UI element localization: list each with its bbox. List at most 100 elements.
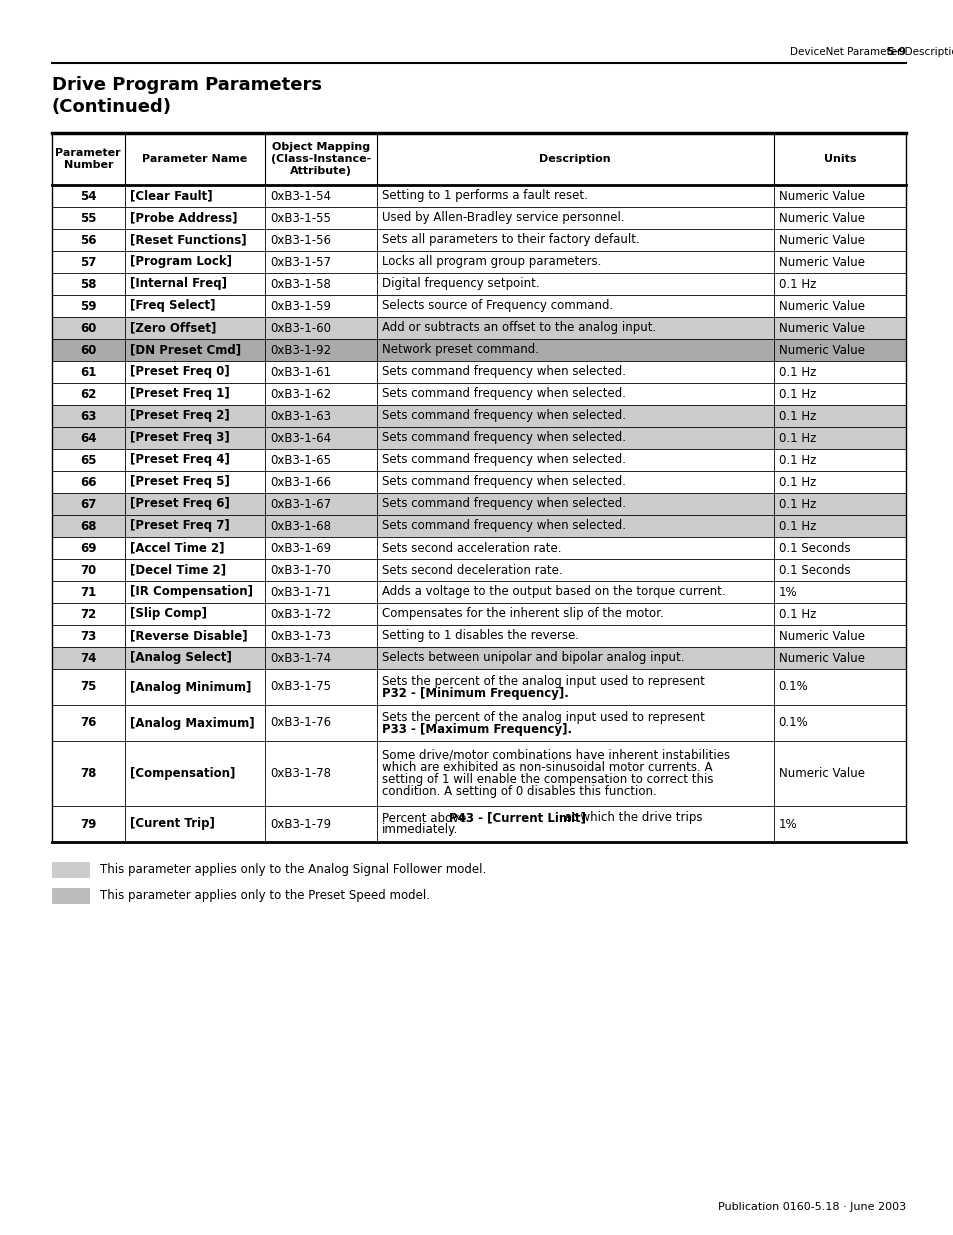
Text: Some drive/motor combinations have inherent instabilities: Some drive/motor combinations have inher… <box>381 748 729 762</box>
Text: Add or subtracts an offset to the analog input.: Add or subtracts an offset to the analog… <box>381 321 655 335</box>
Bar <box>52 405 905 427</box>
Text: 0xB3-1-75: 0xB3-1-75 <box>271 680 331 694</box>
Text: 0.1 Hz: 0.1 Hz <box>778 388 815 400</box>
Text: Compensates for the inherent slip of the motor.: Compensates for the inherent slip of the… <box>381 608 662 620</box>
Text: 0xB3-1-64: 0xB3-1-64 <box>271 431 332 445</box>
Text: 76: 76 <box>80 716 96 730</box>
Text: immediately.: immediately. <box>381 824 457 836</box>
Text: Sets second deceleration rate.: Sets second deceleration rate. <box>381 563 561 577</box>
Text: Sets command frequency when selected.: Sets command frequency when selected. <box>381 475 625 489</box>
Text: Sets the percent of the analog input used to represent: Sets the percent of the analog input use… <box>381 674 703 688</box>
Bar <box>52 515 905 537</box>
Text: Sets command frequency when selected.: Sets command frequency when selected. <box>381 498 625 510</box>
Text: 0.1 Hz: 0.1 Hz <box>778 278 815 290</box>
Text: P33 - [Maximum Frequency].: P33 - [Maximum Frequency]. <box>381 722 571 736</box>
Bar <box>52 427 905 450</box>
Text: 0xB3-1-59: 0xB3-1-59 <box>271 300 331 312</box>
Text: Setting to 1 disables the reverse.: Setting to 1 disables the reverse. <box>381 630 578 642</box>
Text: [Probe Address]: [Probe Address] <box>130 211 237 225</box>
Text: 64: 64 <box>80 431 96 445</box>
Text: 0xB3-1-92: 0xB3-1-92 <box>271 343 332 357</box>
Text: 68: 68 <box>80 520 96 532</box>
Text: [Preset Freq 7]: [Preset Freq 7] <box>130 520 229 532</box>
Text: 66: 66 <box>80 475 96 489</box>
Bar <box>52 493 905 515</box>
Text: Sets command frequency when selected.: Sets command frequency when selected. <box>381 453 625 467</box>
Text: 5-9: 5-9 <box>885 47 905 57</box>
Text: [Decel Time 2]: [Decel Time 2] <box>130 563 226 577</box>
Text: 58: 58 <box>80 278 96 290</box>
Text: [Curent Trip]: [Curent Trip] <box>130 818 214 830</box>
Text: 0xB3-1-69: 0xB3-1-69 <box>271 541 332 555</box>
Text: Locks all program group parameters.: Locks all program group parameters. <box>381 256 600 268</box>
Text: Selects between unipolar and bipolar analog input.: Selects between unipolar and bipolar ana… <box>381 652 683 664</box>
Bar <box>52 862 90 878</box>
Text: 0xB3-1-55: 0xB3-1-55 <box>271 211 331 225</box>
Text: [Preset Freq 2]: [Preset Freq 2] <box>130 410 229 422</box>
Text: 57: 57 <box>80 256 96 268</box>
Text: [Reverse Disable]: [Reverse Disable] <box>130 630 247 642</box>
Text: 0xB3-1-72: 0xB3-1-72 <box>271 608 332 620</box>
Text: [Clear Fault]: [Clear Fault] <box>130 189 212 203</box>
Text: [Analog Minimum]: [Analog Minimum] <box>130 680 251 694</box>
Text: 0.1 Hz: 0.1 Hz <box>778 608 815 620</box>
Text: 65: 65 <box>80 453 96 467</box>
Text: 0.1 Hz: 0.1 Hz <box>778 410 815 422</box>
Text: 0xB3-1-60: 0xB3-1-60 <box>271 321 331 335</box>
Text: 54: 54 <box>80 189 96 203</box>
Text: [Reset Functions]: [Reset Functions] <box>130 233 246 247</box>
Text: 0xB3-1-54: 0xB3-1-54 <box>271 189 331 203</box>
Text: 1%: 1% <box>778 585 797 599</box>
Text: Numeric Value: Numeric Value <box>778 630 863 642</box>
Bar <box>52 338 905 361</box>
Text: 0xB3-1-63: 0xB3-1-63 <box>271 410 331 422</box>
Text: 79: 79 <box>80 818 96 830</box>
Text: Sets command frequency when selected.: Sets command frequency when selected. <box>381 520 625 532</box>
Text: 0xB3-1-61: 0xB3-1-61 <box>271 366 332 378</box>
Text: 0.1 Hz: 0.1 Hz <box>778 475 815 489</box>
Text: Numeric Value: Numeric Value <box>778 767 863 781</box>
Text: Sets the percent of the analog input used to represent: Sets the percent of the analog input use… <box>381 710 703 724</box>
Text: 55: 55 <box>80 211 96 225</box>
Text: Numeric Value: Numeric Value <box>778 652 863 664</box>
Text: [Program Lock]: [Program Lock] <box>130 256 232 268</box>
Text: 74: 74 <box>80 652 96 664</box>
Text: 0xB3-1-71: 0xB3-1-71 <box>271 585 332 599</box>
Text: 62: 62 <box>80 388 96 400</box>
Text: Numeric Value: Numeric Value <box>778 233 863 247</box>
Text: Selects source of Frequency command.: Selects source of Frequency command. <box>381 300 612 312</box>
Bar <box>52 317 905 338</box>
Text: Publication 0160-5.18 · June 2003: Publication 0160-5.18 · June 2003 <box>717 1202 905 1212</box>
Text: Sets command frequency when selected.: Sets command frequency when selected. <box>381 388 625 400</box>
Text: 69: 69 <box>80 541 96 555</box>
Text: Numeric Value: Numeric Value <box>778 343 863 357</box>
Text: Setting to 1 performs a fault reset.: Setting to 1 performs a fault reset. <box>381 189 587 203</box>
Text: Sets second acceleration rate.: Sets second acceleration rate. <box>381 541 560 555</box>
Text: 0.1 Hz: 0.1 Hz <box>778 453 815 467</box>
Text: [DN Preset Cmd]: [DN Preset Cmd] <box>130 343 240 357</box>
Text: [Analog Maximum]: [Analog Maximum] <box>130 716 253 730</box>
Text: Numeric Value: Numeric Value <box>778 321 863 335</box>
Text: [Accel Time 2]: [Accel Time 2] <box>130 541 224 555</box>
Text: 78: 78 <box>80 767 96 781</box>
Text: [Preset Freq 4]: [Preset Freq 4] <box>130 453 230 467</box>
Text: This parameter applies only to the Analog Signal Follower model.: This parameter applies only to the Analo… <box>100 863 486 877</box>
Text: 0xB3-1-79: 0xB3-1-79 <box>271 818 332 830</box>
Text: [Preset Freq 3]: [Preset Freq 3] <box>130 431 229 445</box>
Text: [Preset Freq 6]: [Preset Freq 6] <box>130 498 230 510</box>
Text: 75: 75 <box>80 680 96 694</box>
Text: Numeric Value: Numeric Value <box>778 189 863 203</box>
Text: 0xB3-1-73: 0xB3-1-73 <box>271 630 331 642</box>
Text: P43 - [Current Limit]: P43 - [Current Limit] <box>449 811 586 825</box>
Text: Description: Description <box>538 154 610 164</box>
Bar <box>52 888 90 904</box>
Text: [Slip Comp]: [Slip Comp] <box>130 608 207 620</box>
Text: 0.1 Hz: 0.1 Hz <box>778 498 815 510</box>
Text: 0.1 Hz: 0.1 Hz <box>778 431 815 445</box>
Text: Adds a voltage to the output based on the torque current.: Adds a voltage to the output based on th… <box>381 585 724 599</box>
Text: setting of 1 will enable the compensation to correct this: setting of 1 will enable the compensatio… <box>381 773 712 785</box>
Text: P32 - [Minimum Frequency].: P32 - [Minimum Frequency]. <box>381 687 568 699</box>
Text: 0.1 Hz: 0.1 Hz <box>778 520 815 532</box>
Text: Units: Units <box>822 154 855 164</box>
Text: 60: 60 <box>80 321 96 335</box>
